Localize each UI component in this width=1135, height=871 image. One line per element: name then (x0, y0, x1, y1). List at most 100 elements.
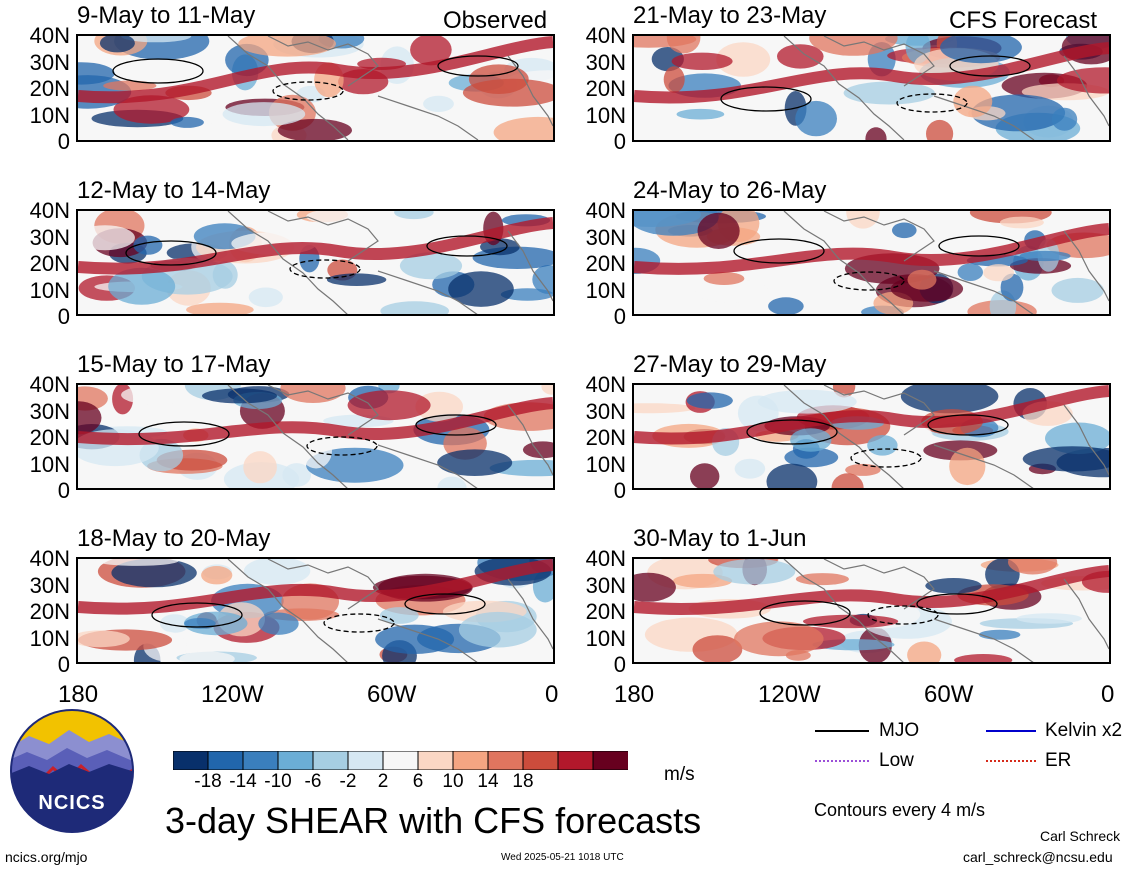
legend-label-kelvin: Kelvin x2 (1045, 720, 1123, 741)
lat-tick-label: 30N (29, 572, 70, 598)
colorbar-swatch (207, 750, 244, 771)
forecast-label: CFS Forecast (949, 7, 1098, 34)
colorbar-tick-label: -2 (339, 771, 357, 792)
shear-map-panel (632, 557, 1111, 664)
colorbar-swatch (312, 750, 349, 771)
lat-tick-label: 0 (613, 129, 626, 154)
lon-tick-label: 120W (758, 681, 821, 708)
lon-tick-label: 180 (614, 681, 655, 708)
colorbar-swatch (592, 750, 629, 771)
lat-tick-label: 10N (29, 277, 70, 303)
colorbar-swatch (382, 750, 419, 771)
lat-tick-label: 40N (29, 546, 70, 571)
contour-note: Contours every 4 m/s (814, 800, 986, 820)
lat-tick-label: 10N (29, 625, 70, 651)
lat-tick-label: 10N (585, 451, 626, 477)
lat-tick-label: 30N (29, 49, 70, 75)
shear-map-panel (632, 383, 1111, 490)
legend-line-er (986, 760, 1036, 762)
lat-tick-label: 20N (585, 425, 626, 450)
colorbar-swatch (522, 750, 559, 771)
shear-map-panel (76, 34, 555, 142)
colorbar-swatch (242, 750, 279, 771)
lat-tick-label: 40N (29, 23, 70, 48)
colorbar-tick-label: 10 (442, 771, 464, 792)
lat-tick-label: 40N (585, 198, 626, 223)
shear-map-panel (632, 34, 1111, 142)
colorbar-tick-label: 18 (512, 771, 534, 792)
lat-tick-label: 0 (613, 652, 626, 677)
lat-tick-label: 20N (585, 599, 626, 624)
colorbar-swatch (557, 750, 594, 771)
lat-tick-label: 10N (585, 277, 626, 303)
lat-tick-label: 20N (585, 76, 626, 101)
colorbar-tick-label: -10 (264, 771, 292, 792)
colorbar-swatch (172, 750, 209, 771)
legend-label-low: Low (879, 750, 914, 771)
panel-title: 21-May to 23-May (633, 2, 827, 29)
lat-tick-label: 0 (57, 129, 70, 154)
footer-url: ncics.org/mjo (5, 849, 88, 865)
legend-line-kelvin (986, 730, 1036, 732)
lat-tick-label: 0 (57, 478, 70, 503)
shear-map-panel (76, 557, 555, 664)
lat-tick-label: 10N (29, 102, 70, 128)
logo-text: NCICS (38, 792, 106, 814)
lat-tick-label: 20N (29, 599, 70, 624)
legend-line-mjo (815, 730, 869, 732)
lat-tick-label: 40N (585, 546, 626, 571)
lon-tick-label: 180 (58, 681, 99, 708)
colorbar-swatch (277, 750, 314, 771)
figure-title: 3-day SHEAR with CFS forecasts (165, 800, 702, 841)
panel-title: 15-May to 17-May (77, 351, 271, 378)
lat-tick-label: 40N (29, 198, 70, 223)
lat-tick-label: 30N (29, 398, 70, 424)
lat-tick-label: 30N (585, 224, 626, 250)
lat-tick-label: 20N (585, 251, 626, 276)
legend-label-mjo: MJO (879, 720, 920, 741)
shear-map-panel (632, 209, 1111, 316)
colorbar-units: m/s (664, 764, 695, 785)
lat-tick-label: 10N (585, 625, 626, 651)
lon-tick-label: 0 (1101, 681, 1115, 708)
panel-title: 18-May to 20-May (77, 525, 271, 552)
footer-timestamp: Wed 2025-05-21 1018 UTC (501, 852, 624, 863)
colorbar-tick-label: -14 (229, 771, 257, 792)
ncics-logo: NCICS (9, 708, 135, 834)
lat-tick-label: 20N (29, 76, 70, 101)
lat-tick-label: 0 (57, 304, 70, 329)
lat-tick-label: 30N (585, 572, 626, 598)
lon-tick-label: 60W (367, 681, 417, 708)
colorbar-swatch (487, 750, 524, 771)
lon-tick-label: 120W (201, 681, 264, 708)
legend-label-er: ER (1045, 750, 1072, 771)
lon-tick-label: 60W (924, 681, 974, 708)
colorbar-swatch (347, 750, 384, 771)
lat-tick-label: 40N (585, 23, 626, 48)
lat-tick-label: 40N (585, 372, 626, 397)
footer-author: Carl Schreck (1040, 828, 1121, 844)
lat-tick-label: 0 (613, 478, 626, 503)
panel-title: 27-May to 29-May (633, 351, 827, 378)
panel-title: 24-May to 26-May (633, 177, 827, 204)
lat-tick-label: 30N (585, 49, 626, 75)
panel-title: 30-May to 1-Jun (633, 525, 807, 552)
colorbar (172, 750, 629, 771)
lat-tick-label: 10N (29, 451, 70, 477)
panel-title: 9-May to 11-May (77, 2, 256, 29)
colorbar-tick-label: -6 (304, 771, 322, 792)
colorbar-swatch (417, 750, 454, 771)
colorbar-tick-label: -18 (194, 771, 222, 792)
lat-tick-label: 0 (613, 304, 626, 329)
lat-tick-label: 20N (29, 251, 70, 276)
lat-tick-label: 0 (57, 652, 70, 677)
footer-email: carl_schreck@ncsu.edu (963, 849, 1113, 865)
colorbar-tick-label: 2 (377, 771, 389, 792)
colorbar-tick-label: 14 (477, 771, 499, 792)
lat-tick-label: 40N (29, 372, 70, 397)
shear-map-panel (76, 383, 555, 490)
lon-tick-label: 0 (545, 681, 559, 708)
lat-tick-label: 30N (585, 398, 626, 424)
observed-label: Observed (443, 7, 548, 34)
lat-tick-label: 10N (585, 102, 626, 128)
